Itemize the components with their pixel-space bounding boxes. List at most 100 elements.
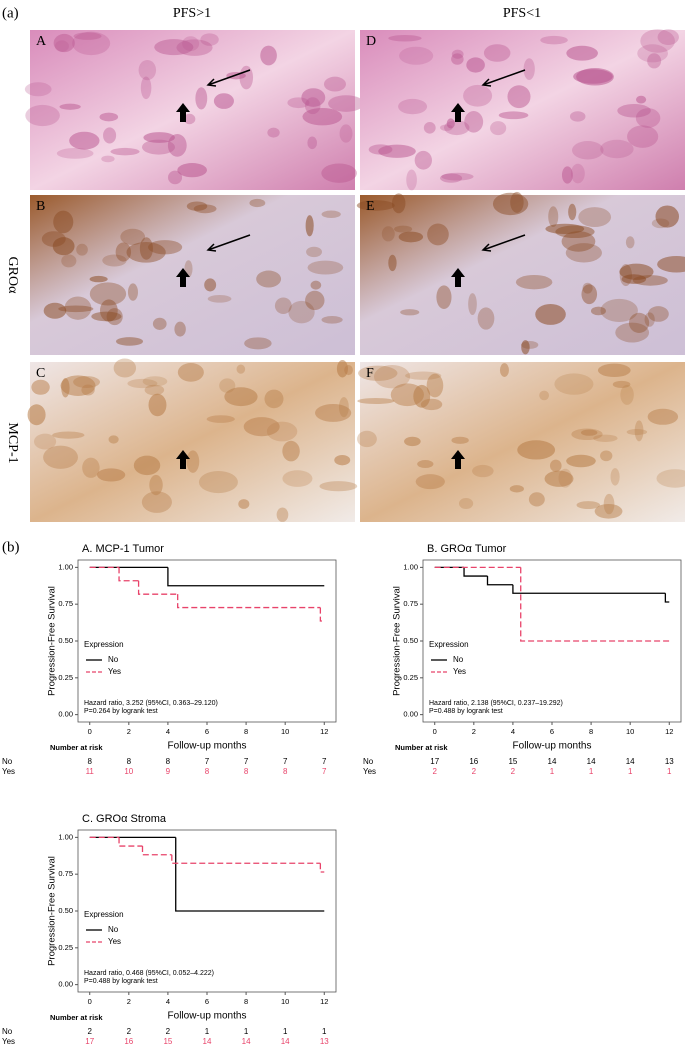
tissue: [576, 501, 601, 509]
y-tick-label: 0.75: [58, 869, 73, 878]
chart-title: B. GROα Tumor: [427, 543, 507, 555]
tissue: [142, 376, 168, 387]
tissue: [307, 136, 318, 150]
x-tick-label: 6: [550, 727, 554, 736]
tissue: [566, 454, 596, 468]
risk-table-title: Number at risk: [395, 743, 448, 752]
risk-count: 1: [550, 767, 555, 776]
tissue: [368, 144, 393, 155]
x-tick-label: 12: [320, 727, 328, 736]
tissue: [113, 358, 137, 378]
x-tick-label: 2: [127, 997, 131, 1006]
tissue: [182, 36, 200, 52]
survival-step: [171, 854, 321, 864]
tissue: [33, 433, 57, 450]
risk-count: 8: [88, 757, 93, 766]
tissue: [176, 39, 213, 56]
annotation: P=0.488 by logrank test: [84, 978, 158, 985]
tissue: [256, 270, 282, 288]
x-tick-label: 8: [244, 727, 248, 736]
tissue: [635, 108, 661, 128]
tissue: [637, 44, 668, 63]
tissue: [636, 95, 647, 104]
tissue: [224, 387, 258, 407]
tissue: [388, 35, 422, 42]
risk-count: 7: [322, 767, 327, 776]
tissue: [101, 155, 115, 163]
tissue: [398, 231, 424, 243]
tissue: [404, 436, 421, 447]
tissue: [398, 98, 428, 115]
y-axis-label: Progression-Free Survival: [47, 586, 58, 696]
micrograph: [30, 362, 355, 522]
tissue: [99, 112, 119, 122]
tissue: [282, 470, 313, 487]
tissue: [570, 163, 585, 184]
tissue: [464, 111, 484, 133]
risk-table-title: Number at risk: [50, 743, 103, 752]
survival-step: [512, 584, 666, 594]
tissue: [621, 274, 647, 284]
y-tick-label: 1.00: [403, 562, 418, 571]
tissue: [441, 172, 474, 181]
tissue: [198, 471, 238, 494]
tissue: [472, 464, 494, 478]
tissue: [274, 297, 292, 315]
tissue: [319, 481, 358, 492]
row-header: MCP-1: [5, 422, 20, 463]
risk-count: 2: [88, 1027, 93, 1036]
risk-count: 2: [433, 767, 438, 776]
tissue: [41, 231, 66, 247]
tissue: [357, 430, 377, 448]
survival-step: [118, 567, 139, 582]
legend-label: No: [453, 655, 464, 664]
tissue: [195, 87, 208, 110]
survival-step: [486, 576, 513, 586]
thin-arrow: [481, 234, 526, 252]
legend-title: Expression: [429, 640, 469, 649]
tissue: [43, 445, 78, 469]
tissue: [334, 454, 351, 466]
tissue: [647, 53, 662, 69]
risk-count: 16: [469, 757, 478, 766]
tissue: [510, 191, 524, 213]
tissue: [490, 121, 507, 136]
annotation: Hazard ratio, 3.252 (95%CI, 0.363–29.120…: [84, 700, 218, 707]
x-axis-label: Follow-up months: [168, 1011, 247, 1022]
tissue: [339, 124, 353, 143]
legend-label: Yes: [108, 667, 121, 676]
tissue: [53, 33, 75, 53]
risk-count: 7: [283, 757, 288, 766]
y-tick-label: 0.25: [58, 673, 73, 682]
tissue: [549, 459, 562, 472]
risk-count: 8: [166, 757, 171, 766]
arrow: [176, 268, 190, 287]
y-tick-label: 0.00: [58, 980, 73, 989]
tissue: [394, 225, 413, 233]
tissue: [521, 340, 539, 349]
legend-label: No: [108, 655, 119, 664]
tissue: [655, 205, 680, 228]
risk-count: 14: [548, 757, 557, 766]
tissue: [328, 95, 365, 112]
tissue: [578, 207, 612, 228]
tissue: [54, 40, 69, 52]
tissue: [554, 373, 594, 395]
tissue: [260, 45, 277, 66]
tissue: [627, 125, 659, 148]
tissue: [288, 300, 315, 324]
tissue: [603, 493, 615, 515]
x-tick-label: 0: [88, 727, 92, 736]
x-tick-label: 4: [511, 727, 515, 736]
x-tick-label: 12: [665, 727, 673, 736]
tissue: [239, 65, 254, 90]
tissue: [206, 415, 235, 423]
tissue: [414, 150, 433, 170]
tissue: [282, 440, 300, 462]
tissue: [436, 285, 452, 310]
tissue: [446, 118, 455, 129]
tissue: [310, 280, 322, 290]
legend-label: No: [108, 925, 119, 934]
tissue: [61, 254, 77, 268]
